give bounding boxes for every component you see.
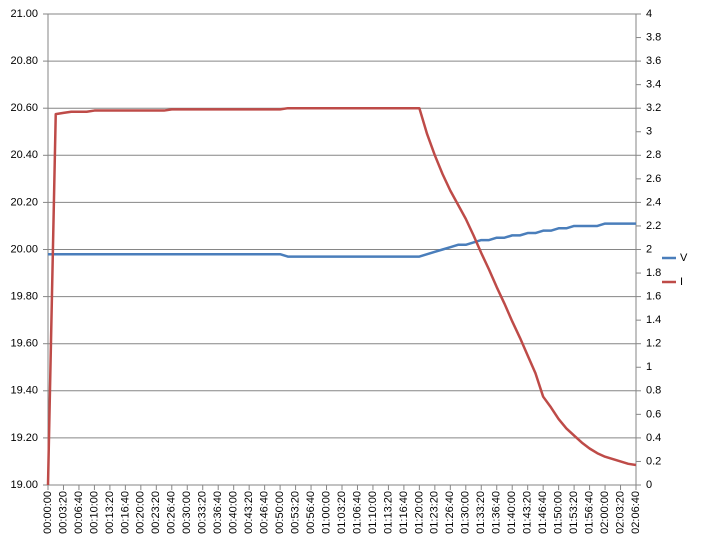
y-tick-label: 19.20 — [10, 432, 38, 444]
x-tick-label: 00:50:00 — [274, 491, 286, 534]
legend-label: I — [680, 276, 683, 288]
x-tick-label: 02:06:40 — [630, 491, 642, 534]
x-tick-label: 01:36:40 — [491, 491, 503, 534]
x-tick-label: 01:33:20 — [475, 491, 487, 534]
x-tick-label: 01:46:40 — [537, 491, 549, 534]
y2-tick-label: 0 — [646, 479, 652, 491]
x-tick-label: 02:03:20 — [614, 491, 626, 534]
y2-tick-label: 2.4 — [646, 196, 661, 208]
legend-label: V — [680, 252, 688, 264]
x-tick-label: 00:56:40 — [305, 491, 317, 534]
y2-tick-label: 1.8 — [646, 267, 661, 279]
y-tick-label: 20.20 — [10, 196, 38, 208]
series-line — [48, 222, 636, 258]
y2-tick-label: 1.2 — [646, 338, 661, 350]
y2-tick-label: 3.2 — [646, 102, 661, 114]
y2-tick-label: 0.2 — [646, 455, 661, 467]
x-tick-label: 01:10:00 — [367, 491, 379, 534]
x-tick-label: 01:50:00 — [553, 491, 565, 534]
x-tick-label: 02:00:00 — [599, 491, 611, 534]
x-tick-label: 00:40:00 — [228, 491, 240, 534]
x-tick-label: 01:43:20 — [522, 491, 534, 534]
y2-tick-label: 3.6 — [646, 55, 661, 67]
y2-tick-label: 1 — [646, 361, 652, 373]
x-tick-label: 01:13:20 — [382, 491, 394, 534]
y-tick-label: 19.80 — [10, 291, 38, 303]
x-tick-label: 01:06:40 — [351, 491, 363, 534]
y2-tick-label: 3.8 — [646, 31, 661, 43]
y2-tick-label: 0.4 — [646, 432, 661, 444]
x-tick-label: 01:26:40 — [444, 491, 456, 534]
x-tick-label: 00:33:20 — [197, 491, 209, 534]
x-tick-label: 00:06:40 — [73, 491, 85, 534]
y-tick-label: 20.80 — [10, 55, 38, 67]
x-tick-label: 00:30:00 — [181, 491, 193, 534]
x-tick-label: 00:36:40 — [212, 491, 224, 534]
x-tick-label: 01:53:20 — [568, 491, 580, 534]
y-tick-label: 20.60 — [10, 102, 38, 114]
y2-tick-label: 3.4 — [646, 79, 661, 91]
x-tick-label: 00:53:20 — [289, 491, 301, 534]
y-tick-label: 19.00 — [10, 479, 38, 491]
x-tick-label: 00:16:40 — [119, 491, 131, 534]
y2-tick-label: 1.6 — [646, 291, 661, 303]
y2-tick-label: 0.8 — [646, 385, 661, 397]
x-tick-label: 00:00:00 — [42, 491, 54, 534]
y-tick-label: 19.40 — [10, 385, 38, 397]
x-tick-label: 01:40:00 — [506, 491, 518, 534]
y-tick-label: 20.00 — [10, 243, 38, 255]
x-tick-label: 01:23:20 — [429, 491, 441, 534]
y2-tick-label: 2.2 — [646, 220, 661, 232]
x-tick-label: 01:03:20 — [336, 491, 348, 534]
y2-tick-label: 4 — [646, 8, 652, 20]
series-line — [46, 106, 637, 486]
x-tick-label: 00:10:00 — [88, 491, 100, 534]
x-tick-label: 01:30:00 — [460, 491, 472, 534]
x-tick-label: 01:00:00 — [320, 491, 332, 534]
y2-tick-label: 3 — [646, 126, 652, 138]
y2-tick-label: 2 — [646, 243, 652, 255]
x-tick-label: 01:56:40 — [583, 491, 595, 534]
x-tick-label: 00:13:20 — [104, 491, 116, 534]
x-tick-label: 01:20:00 — [413, 491, 425, 534]
y-tick-label: 20.40 — [10, 149, 38, 161]
y-tick-label: 21.00 — [10, 8, 38, 20]
y2-tick-label: 1.4 — [646, 314, 661, 326]
x-tick-label: 00:43:20 — [243, 491, 255, 534]
x-tick-label: 00:20:00 — [135, 491, 147, 534]
x-tick-label: 00:46:40 — [259, 491, 271, 534]
y2-tick-label: 2.6 — [646, 173, 661, 185]
x-tick-label: 00:23:20 — [150, 491, 162, 534]
y-tick-label: 19.60 — [10, 338, 38, 350]
y2-tick-label: 2.8 — [646, 149, 661, 161]
y2-tick-label: 0.6 — [646, 408, 661, 420]
x-tick-label: 00:03:20 — [57, 491, 69, 534]
x-tick-label: 01:16:40 — [398, 491, 410, 534]
x-tick-label: 00:26:40 — [166, 491, 178, 534]
